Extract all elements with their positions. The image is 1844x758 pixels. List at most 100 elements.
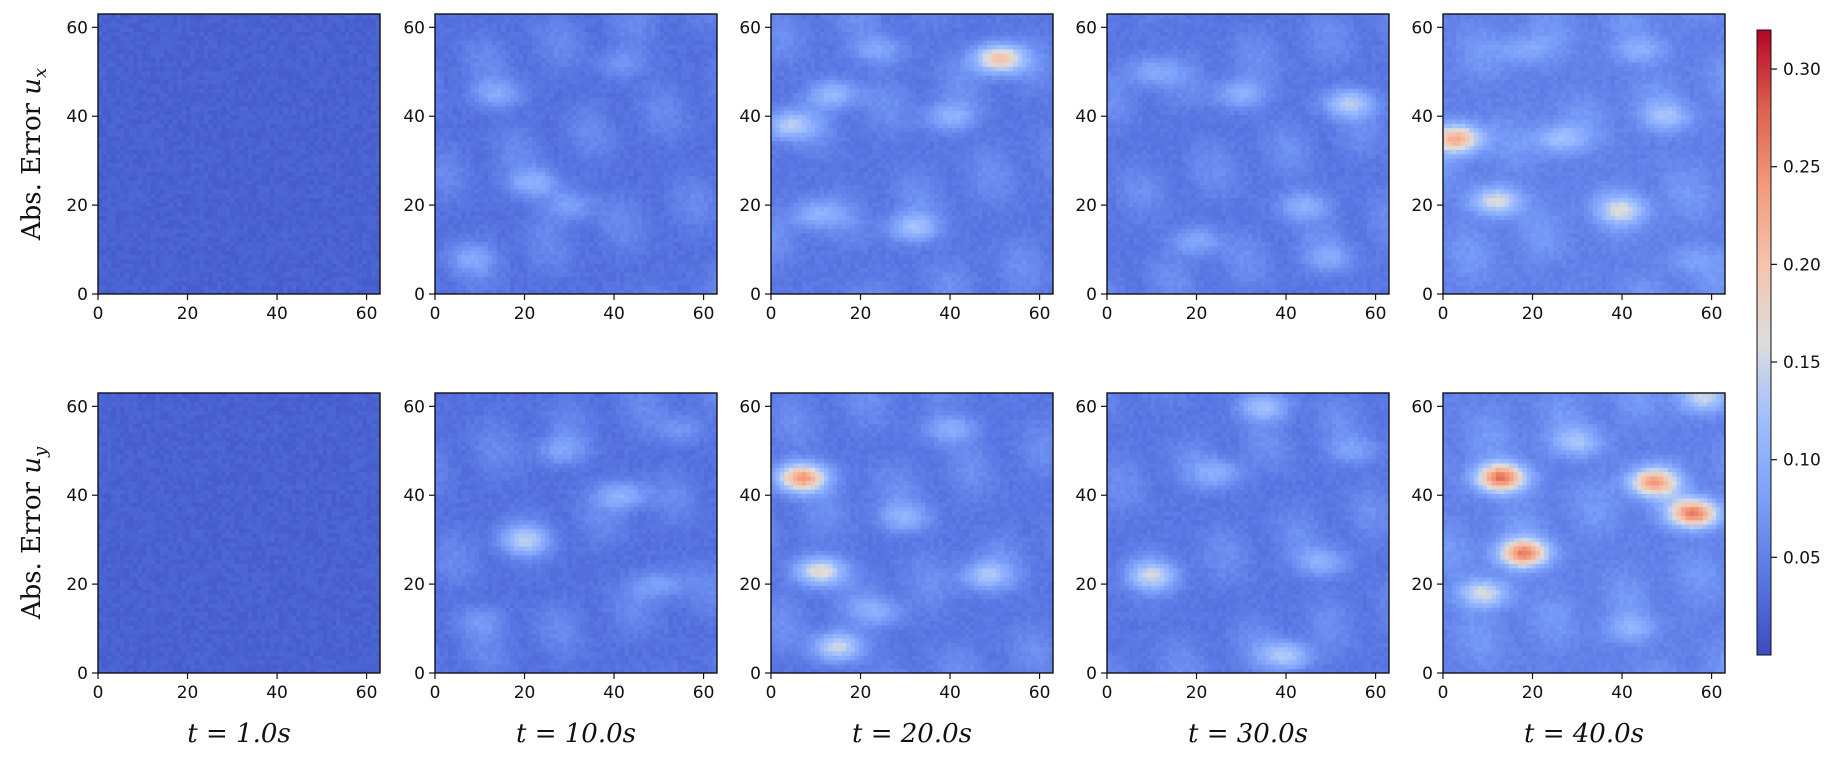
heatmap-cell: [173, 84, 178, 89]
heatmap-cell: [514, 281, 519, 286]
heatmap-cell: [257, 255, 262, 260]
heatmap-cell: [270, 180, 275, 185]
heatmap-cell: [318, 154, 323, 159]
heatmap-cell: [287, 285, 292, 290]
heatmap-cell: [345, 185, 350, 190]
heatmap-cell: [367, 263, 372, 268]
heatmap-cell: [332, 198, 337, 203]
heatmap-cell: [354, 163, 359, 168]
heatmap-cell: [279, 193, 284, 198]
heatmap-cell: [195, 163, 200, 168]
heatmap-cell: [699, 285, 704, 290]
heatmap-cell: [506, 263, 511, 268]
heatmap-cell: [204, 215, 209, 220]
heatmap-cell: [327, 172, 332, 177]
heatmap-cell: [501, 272, 506, 277]
heatmap-cell: [274, 272, 279, 277]
heatmap-cell: [217, 132, 222, 137]
heatmap-cell: [221, 110, 226, 115]
heatmap-cell: [177, 246, 182, 251]
heatmap-cell: [226, 23, 231, 28]
heatmap-cell: [191, 119, 196, 124]
heatmap-cell: [558, 277, 563, 282]
heatmap-cell: [155, 93, 160, 98]
heatmap-cell: [124, 163, 129, 168]
heatmap-cell: [169, 71, 174, 76]
heatmap-cell: [274, 277, 279, 282]
heatmap-cell: [133, 211, 138, 216]
heatmap-cell: [151, 255, 156, 260]
heatmap-cell: [354, 263, 359, 268]
heatmap-cell: [367, 202, 372, 207]
heatmap-cell: [349, 150, 354, 155]
heatmap-cell: [182, 53, 187, 58]
heatmap-cell: [261, 62, 266, 67]
heatmap-cell: [257, 237, 262, 242]
heatmap-cell: [270, 228, 275, 233]
heatmap-cell: [98, 71, 103, 76]
heatmap-cell: [230, 110, 235, 115]
heatmap-cell: [354, 115, 359, 120]
heatmap-cell: [572, 233, 577, 238]
heatmap-cell: [257, 277, 262, 282]
heatmap-cell: [323, 132, 328, 137]
heatmap-cell: [536, 277, 541, 282]
heatmap-cell: [607, 272, 612, 277]
heatmap-cell: [340, 167, 345, 172]
heatmap-cell: [124, 58, 129, 63]
heatmap-cell: [371, 80, 376, 85]
heatmap-cell: [204, 93, 209, 98]
heatmap-cell: [301, 145, 306, 150]
heatmap-cell: [252, 128, 257, 133]
heatmap-cell: [274, 45, 279, 50]
heatmap-cell: [585, 242, 590, 247]
heatmap-cell: [345, 137, 350, 142]
heatmap-cell: [213, 132, 218, 137]
heatmap-cell: [310, 123, 315, 128]
heatmap-cell: [257, 115, 262, 120]
heatmap-cell: [296, 250, 301, 255]
heatmap-cell: [345, 141, 350, 146]
heatmap-cell: [98, 80, 103, 85]
heatmap-cell: [102, 176, 107, 181]
heatmap-cell: [457, 255, 462, 260]
heatmap-cell: [354, 97, 359, 102]
heatmap-cell: [444, 250, 449, 255]
heatmap-cell: [265, 233, 270, 238]
heatmap-cell: [204, 250, 209, 255]
heatmap-cell: [305, 119, 310, 124]
heatmap-cell: [682, 268, 687, 273]
heatmap-cell: [279, 277, 284, 282]
heatmap-cell: [292, 277, 297, 282]
heatmap-cell: [362, 115, 367, 120]
heatmap-cell: [155, 233, 160, 238]
heatmap-cell: [261, 163, 266, 168]
heatmap-cell: [248, 97, 253, 102]
heatmap-cell: [371, 132, 376, 137]
heatmap-cell: [318, 145, 323, 150]
heatmap-cell: [523, 268, 528, 273]
heatmap-cell: [594, 281, 599, 286]
heatmap-cell: [164, 137, 169, 142]
heatmap-cell: [208, 193, 213, 198]
heatmap-cell: [199, 242, 204, 247]
heatmap-cell: [327, 97, 332, 102]
heatmap-cell: [633, 281, 638, 286]
heatmap-cell: [354, 281, 359, 286]
heatmap-cell: [239, 119, 244, 124]
heatmap-cell: [318, 14, 323, 19]
heatmap-cell: [107, 36, 112, 41]
heatmap-cell: [195, 281, 200, 286]
heatmap-cell: [129, 215, 134, 220]
heatmap-cell: [160, 110, 165, 115]
heatmap-cell: [98, 137, 103, 142]
heatmap-cell: [230, 163, 235, 168]
heatmap-cell: [230, 84, 235, 89]
heatmap-cell: [358, 285, 363, 290]
heatmap-cell: [164, 102, 169, 107]
heatmap-cell: [358, 211, 363, 216]
heatmap-cell: [354, 233, 359, 238]
heatmap-cell: [102, 277, 107, 282]
heatmap-cell: [699, 272, 704, 277]
heatmap-cell: [230, 272, 235, 277]
